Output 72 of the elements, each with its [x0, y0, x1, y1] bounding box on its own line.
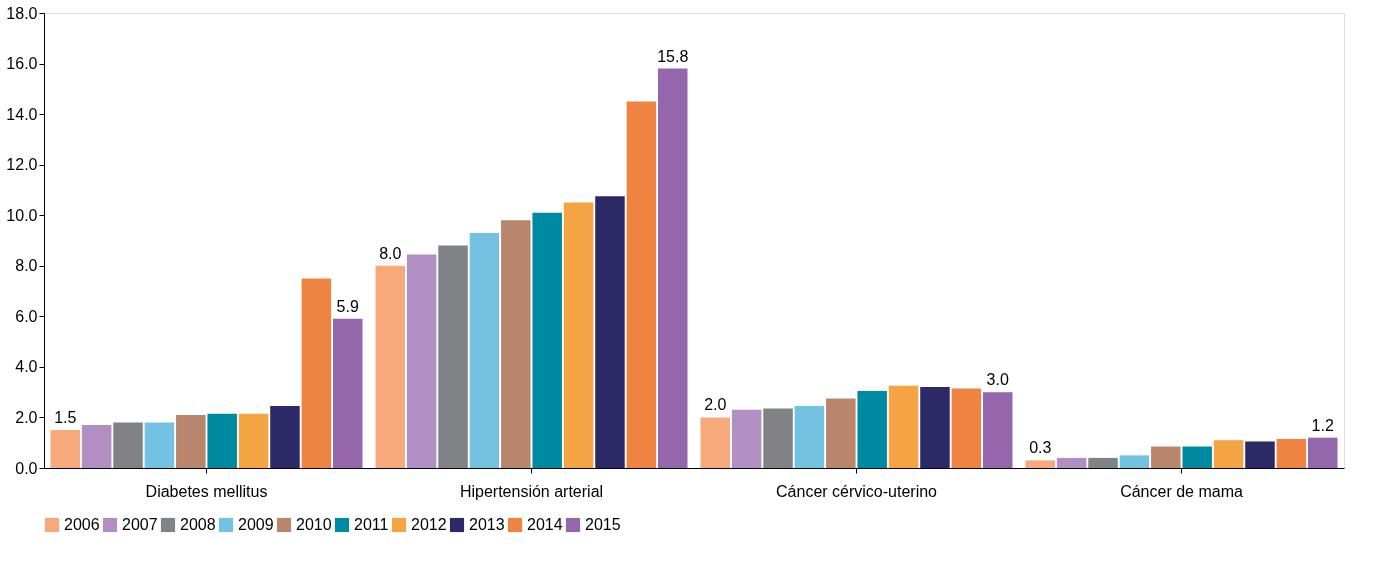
bar — [469, 232, 500, 468]
data-label: 2.0 — [704, 396, 727, 414]
bar — [626, 101, 657, 468]
bar — [1307, 437, 1338, 468]
data-label: 0.3 — [1029, 439, 1052, 457]
bar — [406, 254, 437, 468]
bar — [657, 68, 688, 468]
y-tick-label: 6.0 — [15, 307, 38, 325]
bar — [1276, 438, 1307, 468]
legend-label: 2009 — [238, 516, 274, 533]
bar — [826, 398, 856, 468]
bar — [951, 388, 982, 468]
bar — [982, 392, 1013, 468]
legend-label: 2006 — [64, 516, 100, 533]
x-tick-label: Cáncer de mama — [1120, 482, 1243, 500]
legend-label: 2010 — [296, 516, 332, 533]
y-tick-label: 2.0 — [15, 408, 38, 426]
legend-label: 2012 — [411, 516, 447, 533]
legend-label: 2013 — [469, 516, 505, 533]
y-tick-label: 16.0 — [6, 55, 38, 73]
legend-label: 2008 — [180, 516, 216, 533]
y-tick-label: 10.0 — [6, 206, 38, 224]
bar — [332, 318, 363, 468]
x-tick-label: Cáncer cérvico-uterino — [776, 482, 938, 500]
x-tick-label: Diabetes mellitus — [145, 482, 268, 500]
data-label: 3.0 — [986, 371, 1009, 389]
y-tick-label: 18.0 — [6, 4, 38, 22]
bar — [1245, 441, 1275, 468]
bar — [532, 212, 562, 468]
bar — [857, 390, 887, 468]
data-label: 1.2 — [1311, 416, 1334, 434]
bar — [563, 202, 594, 468]
bar — [438, 245, 468, 468]
legend-label: 2014 — [527, 516, 563, 533]
bar — [888, 385, 919, 468]
bar — [1088, 457, 1118, 468]
bar — [920, 387, 950, 468]
bar — [1151, 446, 1181, 468]
legend-label: 2015 — [585, 516, 621, 533]
bar — [238, 413, 269, 468]
bar — [700, 417, 731, 468]
bar — [1213, 440, 1244, 468]
y-tick-label: 12.0 — [6, 156, 38, 174]
bar — [176, 414, 206, 468]
bar — [144, 422, 175, 468]
legend-label: 2011 — [354, 516, 389, 533]
y-tick-label: 0.0 — [15, 459, 38, 477]
bar — [1056, 457, 1087, 468]
data-label: 5.9 — [336, 297, 359, 315]
bar — [763, 408, 793, 468]
bar — [501, 220, 531, 468]
data-label: 15.8 — [657, 47, 689, 65]
bar — [270, 406, 300, 468]
bar — [595, 196, 625, 468]
bar — [375, 265, 406, 468]
y-tick-label: 14.0 — [6, 105, 38, 123]
data-label: 1.5 — [54, 409, 77, 427]
bar — [50, 430, 81, 468]
bar — [113, 422, 143, 468]
bar — [794, 406, 825, 468]
y-tick-label: 8.0 — [15, 257, 38, 275]
data-label: 8.0 — [379, 244, 402, 262]
x-tick-label: Hipertensión arterial — [459, 482, 604, 500]
bar — [81, 425, 112, 468]
bar — [1119, 455, 1150, 468]
bar — [1182, 446, 1212, 468]
bar — [301, 278, 332, 468]
bar — [207, 413, 237, 468]
bar — [1025, 460, 1056, 468]
y-tick-label: 4.0 — [15, 358, 38, 376]
legend-label: 2007 — [122, 516, 158, 533]
bar — [731, 409, 762, 468]
